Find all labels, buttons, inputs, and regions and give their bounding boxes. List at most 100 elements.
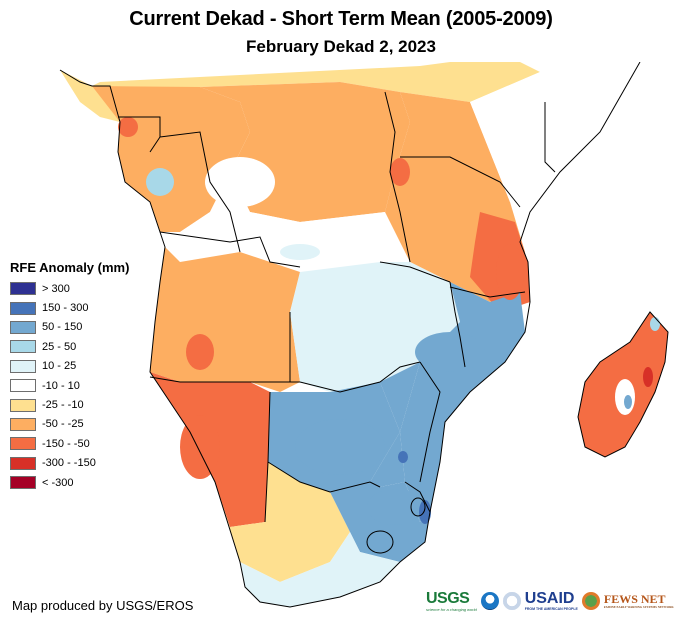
credit-text: Map produced by USGS/EROS (12, 598, 194, 613)
coastline-west (59, 62, 641, 608)
legend-swatch (10, 379, 36, 393)
noaa-logo-icon (480, 592, 499, 610)
coastline-madagascar (577, 311, 669, 458)
patch-red-gabon (118, 117, 138, 137)
legend-label: 25 - 50 (42, 340, 77, 353)
legend-item: 50 - 150 (10, 318, 129, 337)
border-tz-moz (449, 286, 526, 298)
legend-swatch (10, 282, 36, 296)
patch-red-rwanda (390, 158, 410, 186)
legend-swatch (10, 456, 36, 470)
border-uganda-kenya (400, 156, 521, 208)
legend-label: -300 - -150 (42, 457, 96, 470)
legend: RFE Anomaly (mm) > 300 150 - 300 50 - 150 2… (10, 260, 129, 492)
legend-swatch (10, 340, 36, 354)
patch-lightblue-drc (280, 244, 320, 260)
anomaly-map (59, 62, 669, 608)
border-zambia-tz (379, 261, 451, 283)
patch-blue-sa-east (367, 489, 423, 525)
patch-white-drc (205, 157, 275, 207)
legend-item: 10 - 25 (10, 357, 129, 376)
border-malawi (449, 281, 466, 368)
border-lesotho (366, 530, 394, 554)
border-sa-moz (404, 481, 431, 513)
legend-label: > 300 (42, 282, 70, 295)
legend-label: < -300 (42, 476, 74, 489)
legend-label: -150 - -50 (42, 437, 90, 450)
legend-label: 10 - 25 (42, 360, 77, 373)
legend-rows: > 300 150 - 300 50 - 150 25 - 50 10 - 25 -10 … (10, 279, 129, 492)
region-zimbabwe (370, 362, 420, 487)
country-borders (59, 62, 669, 608)
usgs-logo: USGS science for a changing world (426, 589, 477, 612)
region-east-horn (470, 62, 640, 202)
legend-item: 150 - 300 (10, 298, 129, 317)
patch-white-mad (615, 379, 635, 415)
border-congo-drc (159, 131, 241, 253)
patch-blue-mozambique (415, 332, 485, 372)
border-gabon (118, 116, 161, 153)
patch-dark-blue-natal (419, 500, 431, 524)
logo-bar: USGS science for a changing world USAID … (426, 589, 674, 613)
border-eswatini (410, 497, 426, 517)
legend-item: -25 - -10 (10, 395, 129, 414)
legend-label: 150 - 300 (42, 302, 89, 315)
land-layer (60, 62, 668, 607)
fews-net-logo-tagline: FAMINE EARLY WARNING SYSTEMS NETWORK (603, 605, 674, 609)
patch-blue-mad (624, 395, 632, 409)
legend-label: -25 - -10 (42, 399, 84, 412)
usaid-logo-tagline: FROM THE AMERICAN PEOPLE (524, 607, 578, 611)
region-south-africa-south (240, 532, 400, 607)
patch-blue-botswana (295, 419, 385, 475)
legend-item: -150 - -50 (10, 434, 129, 453)
fews-globe-icon (581, 592, 600, 610)
legend-item: -300 - -150 (10, 454, 129, 473)
region-west-africa-coast (60, 62, 540, 122)
border-drc-east (384, 91, 411, 263)
usaid-seal-icon (502, 592, 521, 610)
map-subtitle: February Dekad 2, 2023 (246, 37, 436, 56)
fews-net-logo-text: FEWS NET (603, 592, 666, 606)
usgs-logo-text: USGS (426, 589, 470, 607)
patch-red-angola (186, 334, 214, 370)
border-angola-drc (159, 231, 301, 268)
legend-label: -10 - 10 (42, 379, 80, 392)
patch-blue-mad-north (650, 317, 660, 331)
border-angola-namibia (149, 376, 300, 383)
legend-swatch (10, 398, 36, 412)
usaid-logo-text: USAID (524, 590, 575, 607)
usaid-logo: USAID FROM THE AMERICAN PEOPLE (524, 590, 578, 612)
region-zambia (290, 262, 460, 392)
legend-label: -50 - -25 (42, 418, 84, 431)
legend-swatch (10, 320, 36, 334)
legend-swatch (10, 476, 36, 490)
border-botswana-sa (267, 461, 381, 493)
region-angola (150, 247, 300, 392)
patch-red-namibia (180, 415, 220, 479)
patch-red-tanzania-coast (496, 244, 524, 300)
border-zambia-zim (299, 361, 421, 393)
fews-net-logo: FEWS NET FAMINE EARLY WARNING SYSTEMS NE… (604, 593, 674, 609)
legend-item: -10 - 10 (10, 376, 129, 395)
map-title: Current Dekad - Short Term Mean (2005-20… (129, 8, 553, 30)
usgs-logo-tagline: science for a changing world (426, 606, 477, 612)
region-drc-central (160, 172, 385, 272)
legend-swatch (10, 359, 36, 373)
border-kenya-somalia (544, 102, 556, 173)
patch-dark-blue-zim (398, 451, 408, 463)
patch-yellow-sa (265, 514, 335, 550)
anomaly-patches (118, 117, 660, 550)
legend-item: < -300 (10, 473, 129, 492)
legend-label: 50 - 150 (42, 321, 83, 334)
legend-item: 25 - 50 (10, 337, 129, 356)
legend-item: > 300 (10, 279, 129, 298)
legend-item: -50 - -25 (10, 415, 129, 434)
legend-swatch (10, 437, 36, 451)
legend-title: RFE Anomaly (mm) (10, 260, 130, 275)
patch-darkred-mad (643, 367, 653, 387)
region-mozambique (400, 282, 525, 522)
legend-swatch (10, 417, 36, 431)
border-zim-moz (419, 361, 441, 483)
legend-swatch (10, 301, 36, 315)
patch-lightblue-congo (146, 168, 174, 196)
